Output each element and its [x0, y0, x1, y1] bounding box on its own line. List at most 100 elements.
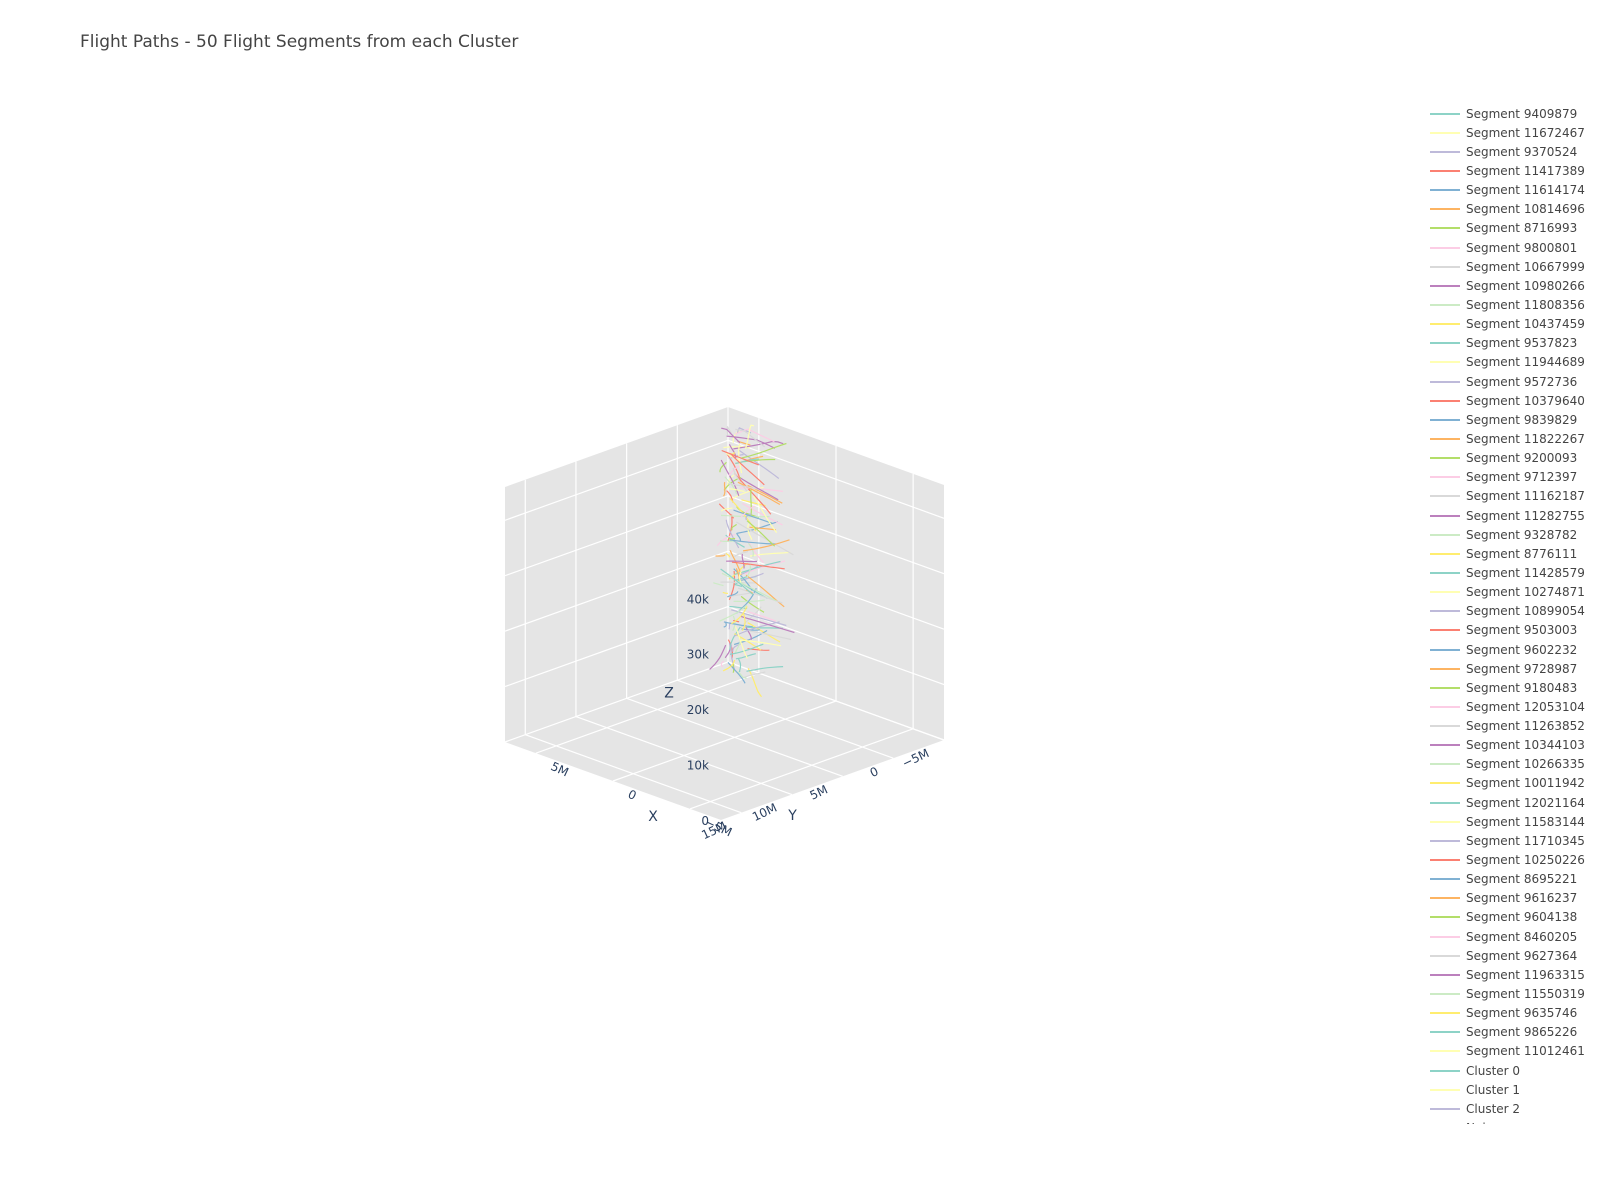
legend-item[interactable]: Segment 11672467: [1430, 123, 1595, 142]
legend-item[interactable]: Segment 11282755: [1430, 506, 1595, 525]
flight-path-segment-9712397-1[interactable]: [742, 502, 783, 526]
flight-path-segment-11012461-1[interactable]: [744, 424, 755, 449]
flight-path-segment-8776111-1[interactable]: [741, 499, 766, 507]
legend-item[interactable]: Segment 8776111: [1430, 544, 1595, 563]
flight-path-segment-10250226-0[interactable]: [721, 449, 760, 466]
flight-path-segment-10274871-0[interactable]: [728, 488, 745, 493]
legend-item[interactable]: Segment 9572736: [1430, 372, 1595, 391]
flight-path-segment-9200093-0[interactable]: [731, 523, 737, 531]
legend-item[interactable]: Segment 10274871: [1430, 583, 1595, 602]
flight-path-segment-12021164-2[interactable]: [734, 576, 748, 581]
flight-path-segment-9712397-0[interactable]: [716, 533, 736, 547]
flight-path-segment-9627364-1[interactable]: [735, 428, 766, 448]
flight-path-segment-8460205-1[interactable]: [747, 611, 777, 622]
legend-item[interactable]: Segment 9839829: [1430, 410, 1595, 429]
flight-path-segment-11808356-2[interactable]: [724, 476, 738, 495]
legend-item[interactable]: Segment 11808356: [1430, 295, 1595, 314]
flight-path-segment-10274871-2[interactable]: [739, 639, 782, 647]
flight-path-segment-9328782-1[interactable]: [737, 671, 747, 679]
legend-item[interactable]: Segment 9604138: [1430, 908, 1595, 927]
flight-path-segment-11614174-0[interactable]: [736, 532, 742, 542]
legend-item[interactable]: Noise: [1430, 1118, 1595, 1124]
flight-path-segment-9503003-1[interactable]: [734, 473, 772, 515]
flight-path-segment-9537823-2[interactable]: [746, 666, 784, 672]
legend-item[interactable]: Segment 9200093: [1430, 449, 1595, 468]
legend-item[interactable]: Segment 11428579: [1430, 563, 1595, 582]
flight-path-segment-11012461-0[interactable]: [734, 626, 748, 659]
flight-path-segment-9370524-1[interactable]: [736, 572, 764, 583]
legend-item[interactable]: Segment 12021164: [1430, 793, 1595, 812]
flight-path-segment-9728987-0[interactable]: [715, 554, 726, 557]
legend-item[interactable]: Segment 11583144: [1430, 812, 1595, 831]
flight-path-segment-9635746-2[interactable]: [725, 552, 731, 558]
flight-path-segment-9800801-2[interactable]: [720, 660, 725, 668]
flight-path-segment-8460205-2[interactable]: [740, 505, 756, 518]
flight-path-segment-9865226-0[interactable]: [737, 658, 742, 673]
flight-path-segment-12021164-1[interactable]: [746, 626, 783, 629]
flight-path-segment-11428579-0[interactable]: [729, 605, 748, 610]
legend-item[interactable]: Segment 10667999: [1430, 257, 1595, 276]
legend-item[interactable]: Segment 11263852: [1430, 717, 1595, 736]
legend-item[interactable]: Segment 10011942: [1430, 774, 1595, 793]
flight-path-segment-11583144-0[interactable]: [720, 507, 733, 512]
legend-item[interactable]: Segment 11944689: [1430, 353, 1595, 372]
flight-path-segment-11710345-2[interactable]: [745, 513, 752, 521]
legend-item[interactable]: Segment 9635746: [1430, 1004, 1595, 1023]
flight-path-segment-9616237-2[interactable]: [743, 539, 790, 552]
legend-item[interactable]: Segment 9537823: [1430, 334, 1595, 353]
flight-path-segment-10980266-2[interactable]: [709, 644, 727, 670]
legend-item[interactable]: Segment 9370524: [1430, 142, 1595, 161]
legend-item[interactable]: Segment 10814696: [1430, 200, 1595, 219]
flight-path-segment-10667999-0[interactable]: [740, 606, 762, 629]
legend-item[interactable]: Segment 9616237: [1430, 889, 1595, 908]
legend-item[interactable]: Segment 11417389: [1430, 161, 1595, 180]
flight-path-segment-9200093-2[interactable]: [719, 461, 727, 473]
flight-path-segment-11710345-1[interactable]: [734, 621, 780, 637]
legend-item[interactable]: Segment 11012461: [1430, 1042, 1595, 1061]
legend-item[interactable]: Segment 10266335: [1430, 755, 1595, 774]
flight-path-segment-11162187-1[interactable]: [741, 671, 766, 680]
legend-item[interactable]: Segment 9602232: [1430, 640, 1595, 659]
flight-path-segment-11162187-0[interactable]: [734, 550, 749, 558]
flight-path-segment-10011942-0[interactable]: [731, 606, 748, 625]
legend-item[interactable]: Cluster 2: [1430, 1099, 1595, 1118]
flight-path-segment-9627364-0[interactable]: [726, 426, 732, 436]
flight-path-segment-12053104-0[interactable]: [734, 428, 775, 443]
legend-item[interactable]: Segment 9409879: [1430, 104, 1595, 123]
legend-item[interactable]: Cluster 1: [1430, 1080, 1595, 1099]
flight-path-segment-10379640-2[interactable]: [727, 514, 733, 543]
flight-path-segment-11428579-2[interactable]: [734, 560, 781, 575]
legend-item[interactable]: Segment 11963315: [1430, 965, 1595, 984]
flight-path-segment-10899054-2[interactable]: [725, 519, 740, 549]
flight-path-segment-11162187-2[interactable]: [735, 521, 794, 556]
flight-path-segment-10266335-2[interactable]: [719, 604, 748, 622]
legend-item[interactable]: Segment 9503003: [1430, 621, 1595, 640]
flight-path-segment-11710345-0[interactable]: [732, 643, 741, 652]
flight-path-segment-9604138-0[interactable]: [727, 537, 736, 540]
flight-path-segment-11550319-0[interactable]: [746, 564, 752, 578]
flight-path-segment-11808356-1[interactable]: [713, 582, 724, 587]
flight-path-segment-10250226-1[interactable]: [731, 561, 785, 570]
flight-path-segment-10266335-1[interactable]: [721, 572, 777, 602]
legend-item[interactable]: Segment 10437459: [1430, 315, 1595, 334]
legend-item[interactable]: Segment 9800801: [1430, 238, 1595, 257]
flight-path-segment-11263852-1[interactable]: [749, 630, 792, 641]
flight-path-segment-11963315-2[interactable]: [741, 615, 795, 634]
legend-item[interactable]: Segment 11550319: [1430, 984, 1595, 1003]
flight-path-segment-9602232-0[interactable]: [723, 621, 753, 628]
flight-path-segment-8695221-2[interactable]: [727, 591, 739, 598]
legend-item[interactable]: Segment 9180483: [1430, 678, 1595, 697]
legend-item[interactable]: Segment 8460205: [1430, 927, 1595, 946]
flight-path-segment-9635746-1[interactable]: [722, 659, 736, 672]
flight-path-segment-10980266-1[interactable]: [733, 440, 784, 450]
legend-item[interactable]: Segment 9865226: [1430, 1023, 1595, 1042]
legend-item[interactable]: Segment 9712397: [1430, 468, 1595, 487]
legend-item[interactable]: Segment 9328782: [1430, 525, 1595, 544]
flight-path-segment-9537823-0[interactable]: [729, 626, 741, 651]
legend-item[interactable]: Segment 11614174: [1430, 181, 1595, 200]
flight-path-segment-9839829-0[interactable]: [741, 628, 760, 631]
legend-item[interactable]: Segment 12053104: [1430, 697, 1595, 716]
flight-path-segment-9865226-2[interactable]: [720, 568, 754, 596]
legend-item[interactable]: Segment 9627364: [1430, 946, 1595, 965]
legend-item[interactable]: Segment 9728987: [1430, 659, 1595, 678]
